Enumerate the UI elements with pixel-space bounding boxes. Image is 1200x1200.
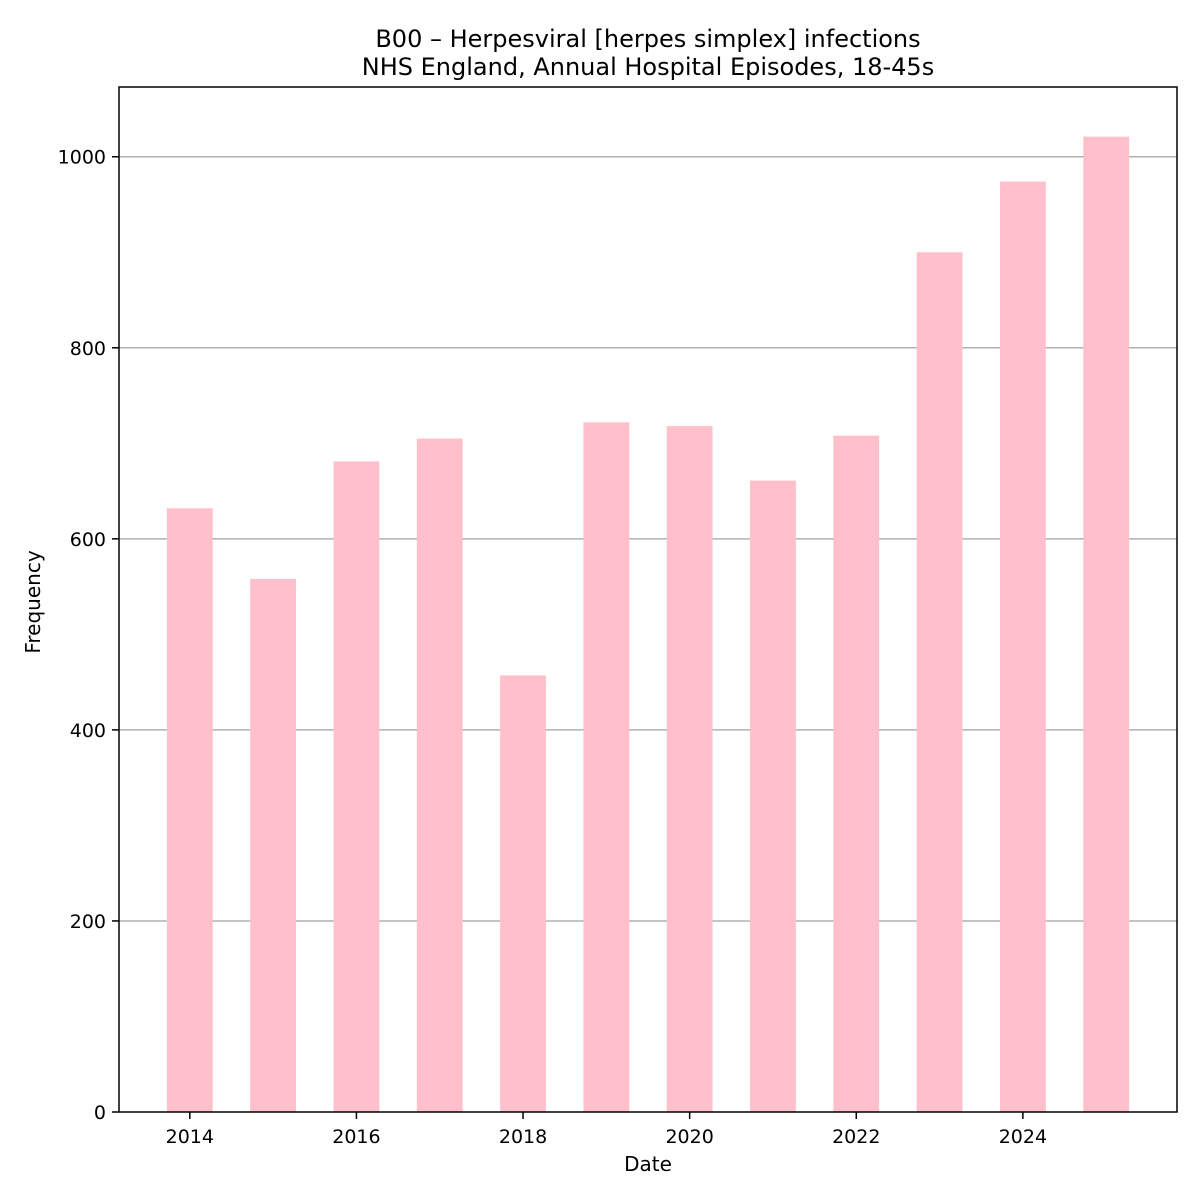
y-tick-label: 1000	[58, 147, 106, 169]
bar	[250, 578, 297, 1112]
y-tick-label: 400	[70, 720, 106, 742]
bar	[999, 181, 1046, 1112]
y-axis-label: Frequency	[21, 550, 45, 653]
x-axis-label: Date	[624, 1152, 672, 1176]
x-tick-label: 2024	[999, 1126, 1047, 1148]
y-tick-label: 600	[70, 529, 106, 551]
x-axis-ticks: 2014 2016 2018 2020 2022 2024	[166, 1112, 1047, 1148]
y-axis-ticks: 0 200 400 600 800 1000	[58, 147, 119, 1124]
x-tick-label: 2014	[166, 1126, 214, 1148]
x-tick-label: 2016	[332, 1126, 380, 1148]
chart-title: B00 – Herpesviral [herpes simplex] infec…	[375, 25, 920, 53]
x-tick-label: 2020	[665, 1126, 713, 1148]
bar	[500, 675, 546, 1112]
y-tick-label: 0	[94, 1102, 106, 1124]
bars	[166, 136, 1130, 1113]
bar	[916, 252, 963, 1112]
x-tick-label: 2018	[499, 1126, 547, 1148]
bar	[666, 426, 713, 1113]
bar	[583, 422, 630, 1112]
plot-frame	[118, 86, 1178, 1113]
bar	[333, 461, 380, 1112]
bar	[833, 435, 880, 1112]
y-tick-label: 200	[70, 911, 106, 933]
bar	[416, 438, 463, 1113]
y-tick-label: 800	[70, 338, 106, 360]
bar	[750, 480, 796, 1112]
bar	[1083, 136, 1130, 1112]
x-tick-label: 2022	[832, 1126, 880, 1148]
bar	[166, 508, 213, 1113]
chart-subtitle: NHS England, Annual Hospital Episodes, 1…	[362, 53, 934, 81]
